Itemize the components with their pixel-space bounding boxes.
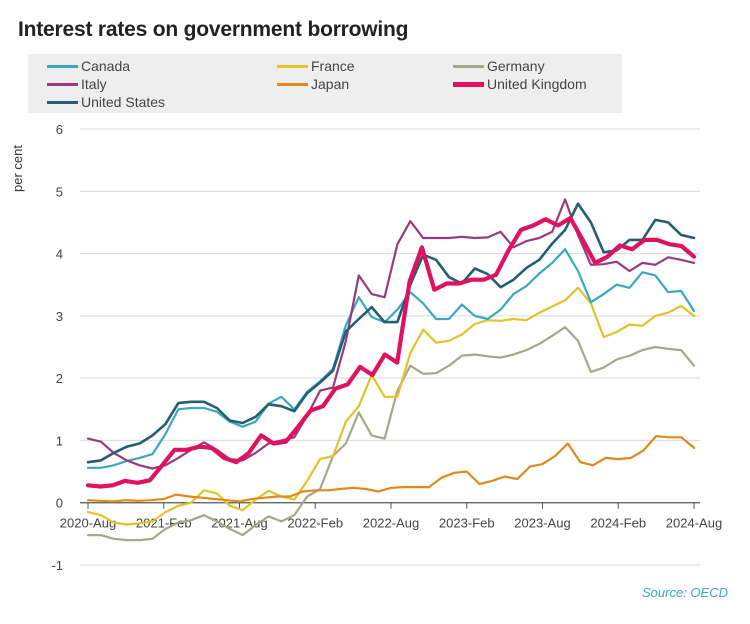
legend-item-canada: Canada (47, 57, 130, 75)
y-tick-label: 6 (56, 122, 63, 137)
legend-swatch-united-states (47, 100, 78, 104)
legend-label-united-states: United States (81, 94, 166, 110)
series-line-united-kingdom (85, 216, 697, 489)
x-tick-label: 2024-Aug (666, 516, 722, 531)
legend-swatch-japan (277, 82, 308, 86)
y-tick-label: 5 (56, 184, 63, 199)
series-line-united-states (86, 202, 696, 464)
legend-swatch-united-kingdom (453, 81, 484, 87)
legend-item-germany: Germany (453, 57, 545, 75)
y-tick-label: -1 (51, 558, 63, 573)
x-tick-label: 2022-Feb (287, 516, 343, 531)
series-line-japan (86, 435, 696, 503)
legend-item-japan: Japan (277, 75, 349, 93)
legend-swatch-france (277, 64, 308, 68)
y-tick-label: 2 (56, 371, 63, 386)
y-tick-label: 1 (56, 433, 63, 448)
y-tick-label: 4 (56, 247, 63, 262)
legend-item-united-states: United States (47, 93, 165, 111)
series-line-canada (86, 248, 696, 469)
x-tick-label: 2023-Feb (439, 516, 495, 531)
y-tick-label: 3 (56, 309, 63, 324)
x-tick-label: 2023-Aug (514, 516, 570, 531)
legend-label-united-kingdom: United Kingdom (487, 76, 587, 92)
series-line-germany (86, 326, 696, 542)
legend-item-italy: Italy (47, 75, 107, 93)
series-line-france (86, 286, 696, 526)
legend-label-france: France (311, 58, 355, 74)
x-tick-label: 2022-Aug (363, 516, 419, 531)
x-tick-label: 2020-Aug (60, 516, 116, 531)
legend-label-germany: Germany (487, 58, 545, 74)
x-tick-label: 2021-Feb (136, 516, 192, 531)
x-tick-label: 2024-Feb (590, 516, 646, 531)
legend-swatch-canada (47, 64, 78, 68)
legend-swatch-italy (47, 82, 78, 86)
legend-label-japan: Japan (311, 76, 350, 92)
legend-item-united-kingdom: United Kingdom (453, 75, 587, 93)
chart-title: Interest rates on government borrowing (18, 18, 409, 41)
y-tick-label: 0 (56, 496, 63, 511)
legend-item-france: France (277, 57, 355, 75)
source-note: Source: OECD (642, 585, 728, 600)
legend-swatch-germany (453, 64, 484, 68)
legend: Canada France Germany Italy Japan United… (28, 54, 622, 113)
legend-label-italy: Italy (81, 76, 107, 92)
legend-label-canada: Canada (81, 58, 131, 74)
